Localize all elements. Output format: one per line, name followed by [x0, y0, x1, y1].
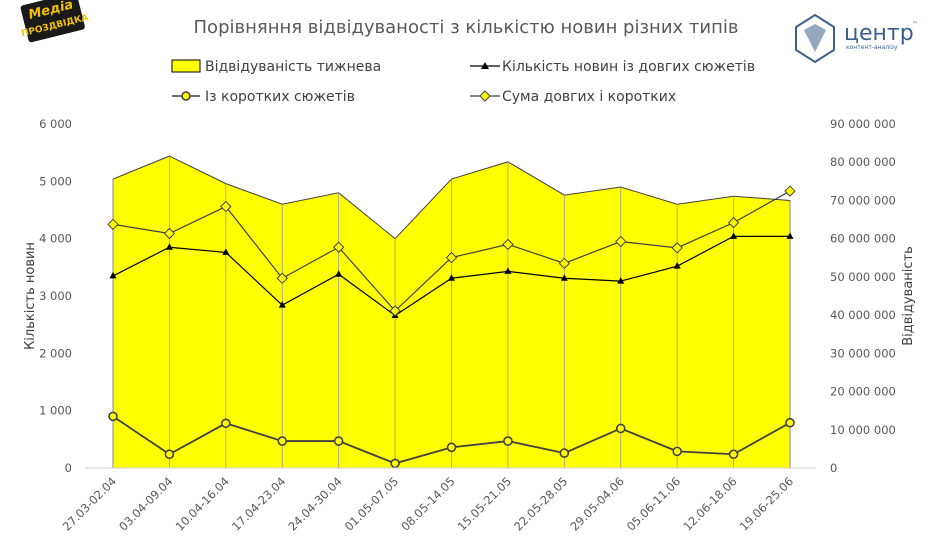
chart-title: Порівняння відвідуваності з кількістю но… [194, 17, 739, 38]
y-axis-title: Кількість новин [23, 242, 38, 350]
marker-short [615, 423, 626, 434]
x-tick-label: 15.05-21.05 [455, 474, 514, 533]
logo-subtitle: контент-аналізу [846, 44, 898, 51]
marker-long [730, 232, 738, 239]
center-logo: центр контент-аналізу ™ [795, 13, 918, 64]
marker-long [673, 262, 681, 269]
marker-sum [558, 257, 571, 270]
x-tick-label: 12.06-18.06 [680, 474, 739, 533]
logo-name: центр [844, 21, 914, 46]
marker-long [335, 270, 343, 277]
marker-sum [107, 218, 119, 231]
y2-axis-title: Відвідуваність [901, 246, 916, 346]
x-tick-label: 01.05-07.05 [342, 474, 401, 533]
marker-short [503, 436, 513, 446]
marker-short [785, 417, 795, 428]
y2-tick-label: 50 000 000 [830, 270, 896, 284]
legend-item-attendance: Відвідуваність тижнева [171, 59, 381, 75]
x-tick-label: 27.03-02.04 [60, 474, 119, 533]
y2-tick-label: 90 000 000 [830, 117, 896, 131]
legend: Відвідуваність тижнева Кількість новин і… [171, 59, 755, 105]
y2-tick-label: 30 000 000 [830, 346, 896, 360]
legend-item-long: Кількість новин із довгих сюжетів [470, 59, 755, 75]
x-tick-label: 10.04-16.04 [173, 474, 232, 533]
marker-long [560, 274, 568, 281]
marker-sum [332, 241, 345, 253]
y-tick-label: 2 000 [39, 346, 72, 360]
x-tick-label: 08.05-14.05 [398, 474, 457, 533]
y2-tick-label: 20 000 000 [830, 385, 896, 399]
y2-tick-label: 80 000 000 [830, 155, 896, 169]
x-tick-label: 19.06-25.06 [737, 474, 796, 533]
legend-label-long: Кількість новин із довгих сюжетів [502, 59, 755, 75]
y2-tick-label: 60 000 000 [830, 232, 896, 246]
marker-sum [389, 305, 401, 317]
y2-tick-label: 10 000 000 [830, 423, 896, 437]
x-tick-label: 29.05-04.06 [567, 474, 626, 533]
y-tick-label: 3 000 [39, 289, 72, 303]
y-tick-label: 4 000 [39, 232, 72, 246]
marker-short [559, 448, 570, 458]
marker-long [278, 301, 286, 308]
marker-sum [163, 227, 176, 240]
x-tick-label: 03.04-09.04 [116, 474, 175, 533]
marker-short [672, 446, 682, 457]
marker-short [446, 442, 457, 453]
marker-sum [615, 235, 627, 248]
marker-sum [502, 238, 514, 251]
marker-short [164, 449, 175, 460]
y2-tick-label: 0 [830, 461, 837, 475]
marker-long [786, 232, 794, 239]
x-tick-label: 17.04-23.04 [229, 474, 288, 533]
marker-short [221, 418, 231, 429]
marker-short [390, 458, 400, 469]
marker-long [617, 277, 625, 284]
marker-sum [671, 242, 683, 254]
marker-short [108, 411, 118, 422]
legend-label-sum: Сума довгих і коротких [502, 89, 676, 105]
marker-sum [784, 185, 796, 197]
marker-long [448, 274, 455, 281]
x-tick-label: 05.06-11.06 [624, 474, 683, 533]
marker-short [277, 436, 288, 446]
y-tick-label: 1 000 [39, 404, 72, 418]
marker-long [109, 271, 117, 279]
marker-short [333, 436, 344, 446]
y-tick-label: 5 000 [39, 174, 72, 188]
marker-sum [276, 272, 288, 284]
y2-tick-label: 40 000 000 [830, 308, 896, 322]
legend-item-short: Із коротких сюжетів [172, 89, 355, 105]
x-tick-label: 22.05-28.05 [511, 474, 570, 533]
marker-sum [727, 216, 740, 229]
marker-sum [220, 200, 232, 213]
legend-label-attendance: Відвідуваність тижнева [205, 59, 381, 75]
marker-layer [107, 185, 796, 469]
logo-tm: ™ [912, 21, 918, 28]
legend-item-sum: Сума довгих і коротких [470, 89, 676, 105]
marker-sum [445, 251, 458, 264]
legend-label-short: Із коротких сюжетів [205, 89, 355, 105]
y-tick-label: 0 [65, 461, 72, 475]
y2-tick-label: 70 000 000 [830, 193, 896, 207]
marker-long [222, 248, 230, 255]
marker-long [504, 267, 512, 274]
x-tick-label: 24.04-30.04 [285, 474, 344, 533]
y-tick-label: 6 000 [39, 117, 72, 131]
media-logo: Медіа ПРОЗДВІДКА [20, 0, 89, 43]
marker-long [165, 243, 173, 250]
marker-short [728, 449, 739, 460]
